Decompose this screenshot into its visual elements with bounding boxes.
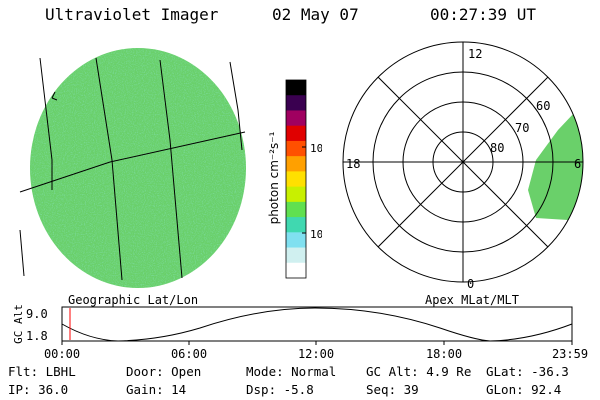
xtick-1200: 12:00 xyxy=(298,347,334,361)
earth-image xyxy=(19,48,246,288)
status-glon: GLon: 92.4 xyxy=(486,382,562,397)
altitude-plot: GC Alt 9.0 1.8 00:00 06:00 12:00 18:00 2… xyxy=(12,304,588,361)
pointer-icon xyxy=(51,91,58,101)
scale-band xyxy=(286,140,306,157)
scale-band xyxy=(286,262,306,279)
aurora-region xyxy=(528,112,583,220)
instrument-title: Ultraviolet Imager xyxy=(45,5,219,24)
scale-band xyxy=(286,171,306,188)
mlat-label-60: 60 xyxy=(536,99,550,113)
mlt-label-18: 18 xyxy=(346,157,360,171)
mlat-label-70: 70 xyxy=(515,121,529,135)
color-scale: 100 10 photon cm⁻²s⁻¹ xyxy=(267,79,322,279)
date-label: 02 May 07 xyxy=(272,5,359,24)
scale-band xyxy=(286,232,306,249)
xtick-0000: 00:00 xyxy=(44,347,80,361)
scale-band xyxy=(286,201,306,218)
xtick-1800: 18:00 xyxy=(426,347,462,361)
polar-plot: 12 18 6 0 60 70 80 xyxy=(342,41,584,291)
mlt-label-6: 6 xyxy=(574,157,581,171)
status-gc-alt: GC Alt: 4.9 Re xyxy=(366,364,472,379)
status-gain: Gain: 14 xyxy=(126,382,187,397)
lat-lon-grid xyxy=(19,57,246,281)
status-seq: Seq: 39 xyxy=(366,382,419,397)
time-label: 00:27:39 UT xyxy=(430,5,536,24)
scale-band xyxy=(286,217,306,233)
scale-unit-label: photon cm⁻²s⁻¹ xyxy=(267,131,281,224)
scale-band xyxy=(286,80,306,96)
mlt-label-12: 12 xyxy=(468,47,482,61)
mlat-label-80: 80 xyxy=(490,141,504,155)
xtick-0600: 06:00 xyxy=(171,347,207,361)
scale-tick-100: 100 xyxy=(310,142,322,155)
status-mode: Mode: Normal xyxy=(246,364,337,379)
xtick-2359: 23:59 xyxy=(552,347,588,361)
ytick-1-8: 1.8 xyxy=(26,329,48,343)
scale-band xyxy=(286,125,306,142)
scale-band xyxy=(286,110,306,127)
ytick-9: 9.0 xyxy=(26,307,48,321)
scale-band xyxy=(286,156,306,172)
status-filter: Flt: LBHL xyxy=(8,364,76,379)
earth-view-label: Geographic Lat/Lon xyxy=(68,293,199,307)
status-glat: GLat: -36.3 xyxy=(486,364,569,379)
status-dsp: Dsp: -5.8 xyxy=(246,382,314,397)
mlt-label-0: 0 xyxy=(467,277,474,291)
status-door: Door: Open xyxy=(126,364,202,379)
status-ip: IP: 36.0 xyxy=(8,382,69,397)
altitude-ylabel: GC Alt xyxy=(12,304,25,344)
scale-band xyxy=(286,247,306,264)
polar-view-label: Apex MLat/MLT xyxy=(425,293,519,307)
altitude-curve xyxy=(61,307,573,342)
scale-band xyxy=(286,186,306,203)
scale-band xyxy=(286,95,306,111)
scale-tick-10: 10 xyxy=(310,228,322,241)
